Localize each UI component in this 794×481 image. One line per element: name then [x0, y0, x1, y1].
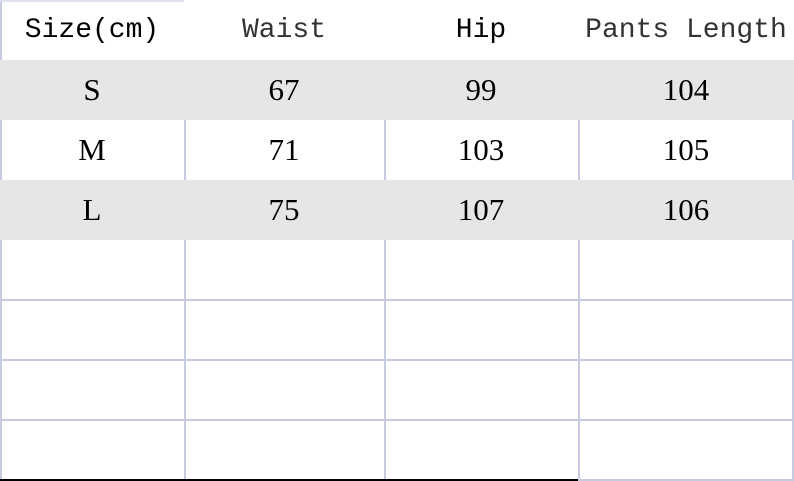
size-cell: S: [83, 72, 101, 107]
grid-line: [792, 120, 794, 180]
grid-line: [578, 120, 580, 180]
hip-cell: 107: [457, 192, 505, 227]
grid-line: [0, 299, 794, 301]
waist-cell: 67: [268, 72, 300, 107]
grid-line: [184, 120, 186, 180]
hip-cell: 103: [457, 132, 505, 167]
size-cell: L: [82, 192, 102, 227]
grid-line: [0, 419, 794, 421]
pants-length-cell: 104: [662, 72, 710, 107]
header-hip: Hip: [455, 14, 507, 46]
pants-length-cell: 105: [662, 132, 710, 167]
pants-length-cell: 106: [662, 192, 710, 227]
header-pants-length: Pants Length: [585, 14, 787, 46]
bottom-border: [0, 479, 578, 481]
table-row: M 71 103 105: [0, 120, 794, 180]
header-waist: Waist: [241, 14, 326, 46]
grid-line: [0, 0, 184, 2]
grid-line: [578, 479, 794, 481]
table-row: L 75 107 106: [0, 180, 794, 240]
size-cell: M: [78, 132, 106, 167]
grid-line: [384, 120, 386, 180]
grid-line: [0, 120, 2, 180]
header-row: Size(cm) Waist Hip Pants Length: [0, 0, 794, 60]
waist-cell: 71: [268, 132, 300, 167]
table-row: S 67 99 104: [0, 60, 794, 120]
hip-cell: 99: [465, 72, 497, 107]
header-size: Size(cm): [24, 14, 160, 46]
grid-line: [0, 359, 794, 361]
waist-cell: 75: [268, 192, 300, 227]
grid-line: [0, 0, 2, 60]
